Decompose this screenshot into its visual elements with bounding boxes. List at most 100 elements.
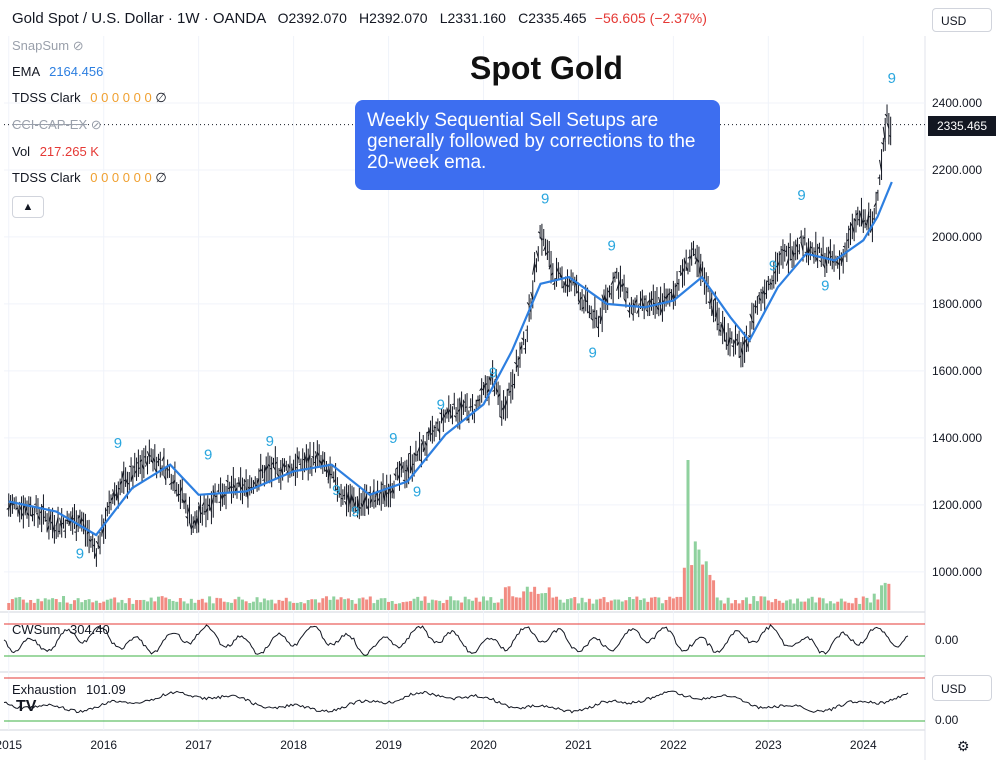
volume-bar	[511, 596, 514, 610]
tdss1-slash: ∅	[155, 90, 166, 105]
volume-bar	[77, 598, 80, 610]
volume-bar	[321, 598, 324, 610]
setup-count-label: 9	[821, 278, 829, 295]
volume-bar	[650, 598, 653, 610]
volume-bar	[537, 594, 540, 610]
exhaustion-legend[interactable]: Exhaustion 101.09	[12, 682, 126, 697]
volume-bar	[865, 598, 868, 610]
volume-bar	[274, 603, 277, 610]
ema-line	[9, 182, 892, 535]
hidden-eye-icon[interactable]: ⊘	[73, 38, 84, 53]
volume-bar	[263, 599, 266, 610]
currency-selector-lower[interactable]: USD	[932, 675, 992, 701]
volume-bar	[862, 596, 865, 610]
collapse-legend-button[interactable]: ▲	[12, 196, 44, 218]
currency-selector[interactable]: USD	[932, 8, 992, 32]
last-price-tag: 2335.465	[928, 116, 996, 136]
indicator-tdss-1[interactable]: TDSS Clark 0 0 0 0 0 0 ∅	[12, 90, 167, 106]
x-tick-label: 2018	[280, 738, 307, 752]
volume-bar	[613, 600, 616, 610]
volume-bar	[643, 598, 646, 610]
volume-bar	[80, 602, 83, 610]
volume-bar	[844, 602, 847, 610]
volume-bar	[394, 604, 397, 610]
volume-bar	[131, 604, 134, 610]
volume-bar	[723, 604, 726, 610]
volume-bar	[325, 596, 328, 610]
indicator-cci[interactable]: CCI-CAP-EX ⊘	[12, 117, 102, 133]
volume-bar	[708, 575, 711, 610]
x-tick-label: 2016	[90, 738, 117, 752]
volume-bar	[884, 583, 887, 610]
hidden-eye-icon[interactable]: ⊘	[91, 117, 102, 132]
indicator-vol[interactable]: Vol 217.265 K	[12, 144, 99, 159]
volume-bar	[351, 600, 354, 610]
volume-bar	[592, 604, 595, 610]
volume-bar	[876, 599, 879, 610]
volume-bar	[413, 599, 416, 610]
tradingview-logo-icon[interactable]: TV	[16, 698, 36, 716]
volume-bar	[424, 596, 427, 610]
volume-bar	[734, 600, 737, 610]
price-bar-tick	[785, 251, 787, 252]
volume-bar	[358, 598, 361, 610]
volume-bar	[164, 598, 167, 610]
volume-bar	[460, 603, 463, 610]
volume-bar	[760, 596, 763, 610]
volume-bar	[570, 598, 573, 610]
symbol-header[interactable]: Gold Spot / U.S. Dollar · 1W · OANDA O23…	[12, 10, 707, 27]
annotation-note[interactable]: Weekly Sequential Sell Setups are genera…	[355, 100, 720, 190]
volume-bar	[22, 600, 25, 610]
setup-count-label: 9	[413, 483, 421, 500]
volume-bar	[825, 603, 828, 610]
volume-bar	[215, 598, 218, 610]
price-bar-tick	[765, 293, 767, 294]
volume-bar	[245, 601, 248, 610]
volume-bar	[369, 596, 372, 610]
volume-bar	[212, 603, 215, 610]
price-bar-tick	[314, 462, 316, 463]
volume-bar	[230, 603, 233, 610]
indicator-snapsum[interactable]: SnapSum ⊘	[12, 38, 84, 54]
volume-bar	[241, 600, 244, 610]
volume-bar	[577, 603, 580, 610]
cwsum-legend[interactable]: CWSum 304.40	[12, 622, 110, 637]
volume-bar	[409, 601, 412, 610]
volume-bar	[533, 587, 536, 610]
volume-bar	[427, 603, 430, 610]
symbol-title[interactable]: Gold Spot / U.S. Dollar · 1W · OANDA	[12, 10, 265, 27]
volume-bar	[657, 597, 660, 610]
volume-bar	[310, 599, 313, 610]
volume-bar	[738, 603, 741, 610]
indicator-ema[interactable]: EMA 2164.456	[12, 64, 103, 79]
price-bar-tick	[772, 280, 774, 281]
volume-bar	[566, 599, 569, 610]
volume-bar	[438, 601, 441, 610]
indicator-tdss-2[interactable]: TDSS Clark 0 0 0 0 0 0 ∅	[12, 170, 167, 186]
settings-gear-icon[interactable]: ⚙	[957, 738, 970, 755]
setup-count-label: 9	[351, 504, 359, 521]
volume-bar	[442, 603, 445, 610]
volume-bar	[489, 597, 492, 610]
volume-bar	[172, 601, 175, 610]
volume-bar	[584, 602, 587, 610]
volume-bar	[665, 600, 668, 610]
volume-bar	[36, 599, 39, 610]
setup-count-label: 9	[389, 430, 397, 447]
volume-bar	[478, 602, 481, 610]
volume-bar	[840, 599, 843, 610]
setup-count-label: 9	[888, 70, 896, 87]
volume-bar	[814, 602, 817, 610]
volume-bar	[248, 603, 251, 610]
price-bar-tick	[547, 252, 549, 253]
setup-count-label: 9	[607, 237, 615, 254]
volume-bar	[785, 600, 788, 610]
volume-bar	[288, 601, 291, 610]
volume-bar	[117, 602, 120, 610]
ohlc-high: H2392.070	[359, 10, 428, 26]
ohlc-open: O2392.070	[278, 10, 347, 26]
volume-bar	[292, 603, 295, 610]
volume-bar	[727, 598, 730, 610]
volume-bar	[749, 604, 752, 610]
price-bar-tick	[419, 460, 421, 461]
